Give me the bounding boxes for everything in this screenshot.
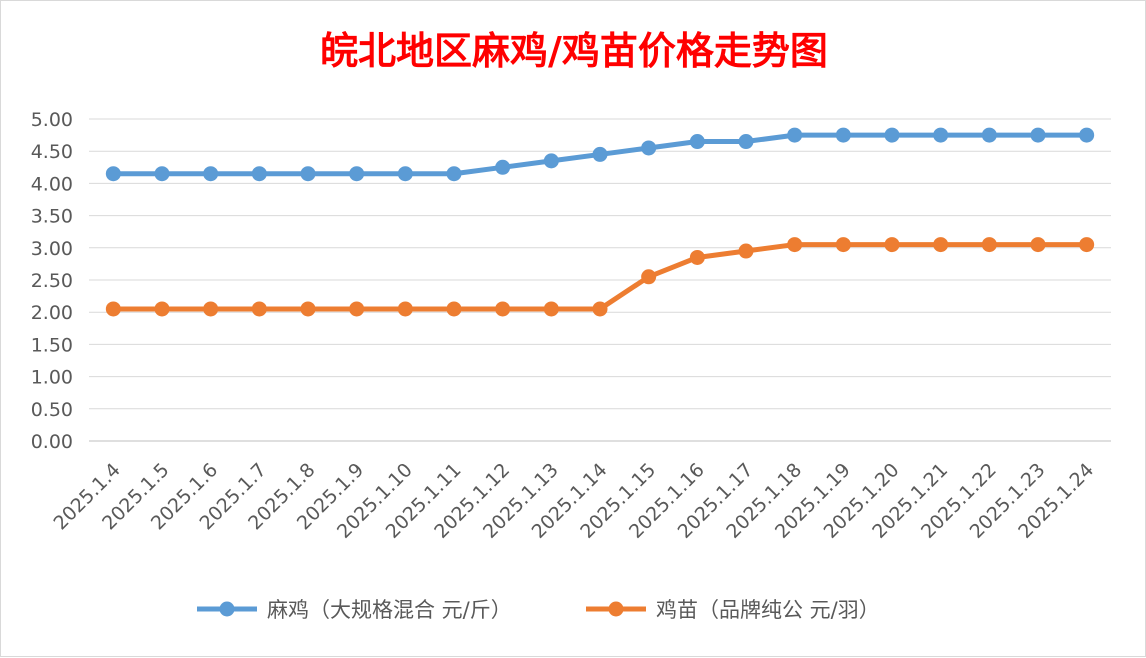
data-point <box>349 166 365 182</box>
data-point <box>787 127 803 143</box>
y-tick-label: 4.50 <box>31 141 73 163</box>
data-point <box>689 134 705 150</box>
data-point <box>933 127 949 143</box>
chart-title: 皖北地区麻鸡/鸡苗价格走势图 <box>320 28 828 73</box>
data-point <box>1030 237 1046 253</box>
data-point <box>689 249 705 265</box>
data-point <box>203 166 219 182</box>
x-axis-ticks: 2025.1.42025.1.52025.1.62025.1.72025.1.8… <box>49 459 1098 543</box>
data-point <box>592 301 608 317</box>
data-point <box>203 301 219 317</box>
data-point <box>251 166 267 182</box>
data-point <box>543 153 559 169</box>
data-point <box>738 134 754 150</box>
data-point <box>787 237 803 253</box>
data-point <box>446 166 462 182</box>
legend-marker <box>219 601 235 617</box>
data-point <box>738 243 754 259</box>
data-point <box>543 301 559 317</box>
series-1 <box>105 127 1095 182</box>
legend: 麻鸡（大规格混合 元/斤） 鸡苗（品牌纯公 元/羽） <box>197 598 880 622</box>
data-point <box>641 140 657 156</box>
y-tick-label: 0.50 <box>31 399 73 421</box>
legend-marker <box>608 601 624 617</box>
legend-label: 麻鸡（大规格混合 元/斤） <box>267 598 512 622</box>
y-tick-label: 4.00 <box>31 173 73 195</box>
data-point <box>446 301 462 317</box>
data-point <box>835 127 851 143</box>
series-line <box>113 242 1087 312</box>
data-point <box>981 237 997 253</box>
data-point <box>349 301 365 317</box>
data-point <box>251 301 267 317</box>
y-tick-label: 1.00 <box>31 367 73 389</box>
data-point <box>933 237 949 253</box>
series-group <box>105 127 1095 317</box>
data-point <box>300 301 316 317</box>
data-point <box>641 269 657 285</box>
y-tick-label: 3.50 <box>31 206 73 228</box>
y-tick-label: 2.50 <box>31 270 73 292</box>
data-point <box>105 301 121 317</box>
gridlines <box>89 118 1111 442</box>
data-point <box>1079 237 1095 253</box>
data-point <box>154 301 170 317</box>
y-tick-label: 1.50 <box>31 334 73 356</box>
data-point <box>981 127 997 143</box>
series-2 <box>105 237 1095 317</box>
data-point <box>397 166 413 182</box>
data-point <box>884 237 900 253</box>
data-point <box>105 166 121 182</box>
data-point <box>1079 127 1095 143</box>
data-point <box>154 166 170 182</box>
data-point <box>884 127 900 143</box>
data-point <box>495 301 511 317</box>
data-point <box>300 166 316 182</box>
legend-label: 鸡苗（品牌纯公 元/羽） <box>656 598 880 622</box>
data-point <box>495 159 511 175</box>
y-tick-label: 5.00 <box>31 109 73 131</box>
data-point <box>397 301 413 317</box>
data-point <box>592 146 608 162</box>
y-tick-label: 2.00 <box>31 302 73 324</box>
y-axis-ticks: 0.00 0.50 1.00 1.50 2.00 2.50 3.00 3.50 4.00 4.50… <box>31 109 73 453</box>
y-tick-label: 0.00 <box>31 431 73 453</box>
data-point <box>1030 127 1046 143</box>
data-point <box>835 237 851 253</box>
y-tick-label: 3.00 <box>31 238 73 260</box>
